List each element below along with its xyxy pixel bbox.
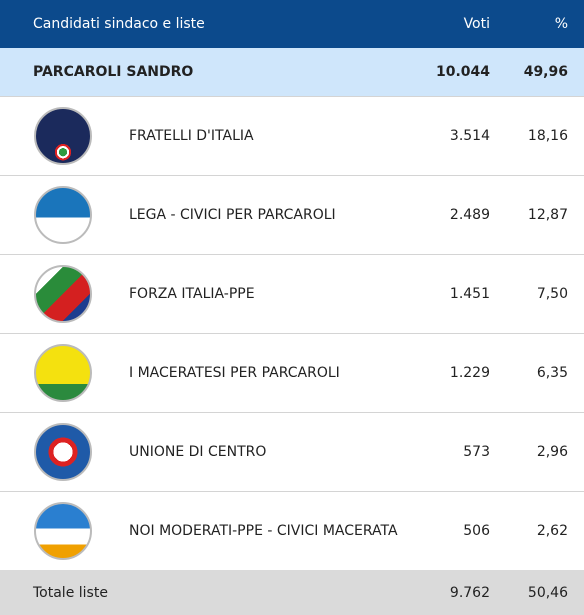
list-percent: 6,35: [536, 365, 568, 381]
party-logo: [34, 502, 92, 560]
list-votes: 1.229: [449, 365, 490, 381]
header-votes: Voti: [463, 16, 490, 32]
header-row: Candidati sindaco e liste Voti %: [0, 0, 584, 48]
party-logo: [34, 186, 92, 244]
candidate-name: PARCAROLI SANDRO: [33, 64, 194, 80]
list-row: NOI MODERATI-PPE - CIVICI MACERATA 506 2,6…: [0, 492, 584, 571]
list-percent: 12,87: [527, 207, 568, 223]
list-votes: 1.451: [449, 286, 490, 302]
candidate-percent: 49,96: [523, 64, 568, 80]
list-name: I MACERATESI PER PARCAROLI: [129, 365, 340, 381]
party-logo: [34, 344, 92, 402]
header-title: Candidati sindaco e liste: [33, 16, 205, 32]
party-logo: [34, 107, 92, 165]
candidate-row: PARCAROLI SANDRO 10.044 49,96: [0, 48, 584, 97]
list-votes: 3.514: [449, 128, 490, 144]
list-name: LEGA - CIVICI PER PARCAROLI: [129, 207, 336, 223]
header-percent: %: [554, 16, 568, 32]
list-name: NOI MODERATI-PPE - CIVICI MACERATA: [129, 523, 398, 539]
list-percent: 7,50: [536, 286, 568, 302]
list-row: LEGA - CIVICI PER PARCAROLI 2.489 12,87: [0, 176, 584, 255]
total-label: Totale liste: [33, 584, 108, 601]
list-votes: 506: [463, 523, 490, 539]
total-row: Totale liste 9.762 50,46: [0, 570, 584, 615]
list-row: FORZA ITALIA-PPE 1.451 7,50: [0, 255, 584, 334]
list-percent: 2,96: [536, 444, 568, 460]
candidate-votes: 10.044: [435, 64, 490, 80]
party-logo: [34, 265, 92, 323]
list-percent: 18,16: [527, 128, 568, 144]
party-logo: [34, 423, 92, 481]
list-name: FRATELLI D'ITALIA: [129, 128, 254, 144]
list-row: FRATELLI D'ITALIA 3.514 18,16: [0, 97, 584, 176]
total-votes: 9.762: [449, 584, 490, 601]
total-percent: 50,46: [527, 584, 568, 601]
list-percent: 2,62: [536, 523, 568, 539]
list-row: UNIONE DI CENTRO 573 2,96: [0, 413, 584, 492]
list-votes: 573: [463, 444, 490, 460]
list-row: I MACERATESI PER PARCAROLI 1.229 6,35: [0, 334, 584, 413]
list-name: UNIONE DI CENTRO: [129, 444, 267, 460]
list-name: FORZA ITALIA-PPE: [129, 286, 255, 302]
list-votes: 2.489: [449, 207, 490, 223]
